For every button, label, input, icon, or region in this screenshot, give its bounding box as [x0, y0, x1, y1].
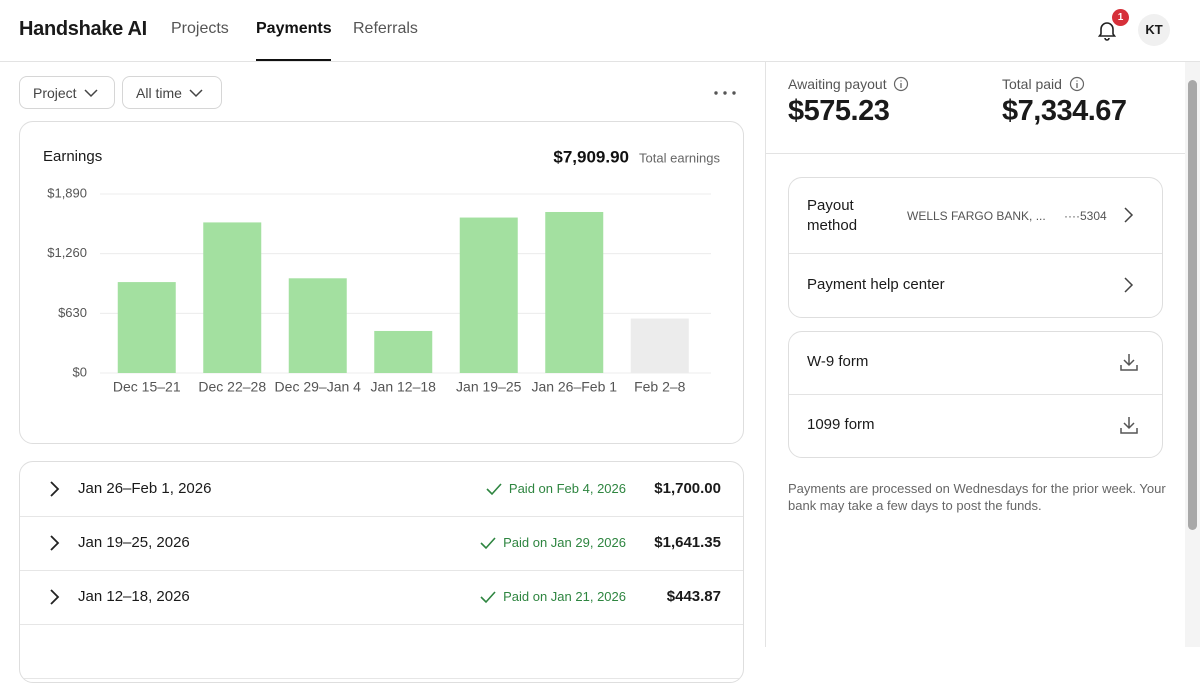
- payment-period: Jan 26–Feb 1, 2026: [78, 480, 212, 497]
- chevron-down: [189, 88, 203, 97]
- bar: [288, 278, 347, 373]
- nav-tab[interactable]: Projects: [171, 20, 229, 37]
- nav-tab[interactable]: Referrals: [353, 20, 418, 37]
- page: Handshake AI Projects Payments Referrals…: [0, 9, 1200, 683]
- filter-label: All time: [136, 84, 182, 101]
- payment-status: Paid on Jan 21, 2026: [479, 589, 626, 604]
- filter-button[interactable]: Project: [19, 76, 115, 109]
- account-number: ····5304: [1064, 209, 1107, 223]
- bell-icon[interactable]: [1095, 18, 1119, 42]
- bar: [630, 318, 689, 373]
- filter-button[interactable]: All time: [122, 76, 222, 109]
- scroll-thumb[interactable]: [1188, 80, 1197, 530]
- y-tick-label: $630: [58, 305, 87, 320]
- payout-card: Payout method WELLS FARGO BANK, ... ····…: [788, 177, 1163, 318]
- payment-row[interactable]: Jan 26–Feb 1, 2026 Paid on Feb 4, 2026 $1,…: [20, 462, 743, 517]
- payment-note: Payments are processed on Wednesdays for…: [788, 481, 1166, 513]
- payments-list: Jan 26–Feb 1, 2026 Paid on Feb 4, 2026 $1,…: [19, 461, 744, 683]
- info-icon[interactable]: [893, 76, 909, 92]
- chart-card: Earnings $7,909.90 Total earnings $0 $630…: [19, 121, 744, 444]
- notification-badge: 1: [1112, 9, 1129, 26]
- chevron-right[interactable]: [1122, 206, 1134, 224]
- y-tick-label: $0: [73, 364, 87, 379]
- brand[interactable]: Handshake AI: [19, 18, 147, 40]
- y-tick-label: $1,260: [47, 245, 87, 260]
- bar: [459, 217, 518, 373]
- help-link[interactable]: Payment help center: [807, 276, 945, 293]
- bar: [203, 222, 262, 373]
- payout-label: Payout method: [807, 197, 858, 234]
- payment-status: Paid on Feb 4, 2026: [485, 481, 626, 496]
- expand-chevron: [48, 480, 60, 503]
- bank-name: WELLS FARGO BANK, ...: [907, 209, 1046, 223]
- payment-period: Jan 19–25, 2026: [78, 534, 190, 551]
- divider: [766, 153, 1185, 154]
- chart-total-label: Total earnings: [639, 150, 720, 165]
- form-link[interactable]: 1099 form: [807, 416, 875, 433]
- bar: [545, 211, 604, 373]
- nav-tab-active[interactable]: Payments: [256, 20, 332, 37]
- column-divider: [765, 62, 766, 647]
- filter-label: Project: [33, 84, 77, 101]
- x-tick-label: Dec 29–Jan 4: [275, 379, 362, 395]
- payment-amount: $443.87: [666, 588, 721, 605]
- x-tick-label: Dec 15–21: [113, 379, 181, 395]
- more-menu[interactable]: [713, 88, 737, 98]
- chart: Earnings $7,909.90 Total earnings $0 $630…: [43, 147, 720, 395]
- summary-value: $7,334.67: [1002, 95, 1127, 127]
- status-text: Paid on Jan 21, 2026: [503, 589, 626, 604]
- payment-row[interactable]: Jan 12–18, 2026 Paid on Jan 21, 2026 $443.…: [20, 570, 743, 625]
- payment-row: [20, 624, 743, 679]
- summary-label: Awaiting payout: [788, 76, 887, 92]
- bar: [374, 330, 433, 373]
- expand-chevron: [48, 534, 60, 557]
- x-tick-label: Feb 2–8: [634, 379, 686, 395]
- download-icon[interactable]: [1119, 352, 1139, 372]
- divider: [789, 394, 1162, 395]
- summary-value: $575.23: [788, 95, 890, 127]
- expand-chevron: [48, 588, 60, 611]
- chart-total: $7,909.90: [553, 147, 629, 166]
- payment-status: Paid on Jan 29, 2026: [479, 535, 626, 550]
- info-icon[interactable]: [1069, 76, 1085, 92]
- payment-period: Jan 12–18, 2026: [78, 588, 190, 605]
- tab-underline: [256, 59, 331, 61]
- avatar[interactable]: KT: [1138, 14, 1170, 46]
- header-border: [0, 61, 1200, 62]
- payment-amount: $1,700.00: [654, 480, 721, 497]
- payment-row[interactable]: Jan 19–25, 2026 Paid on Jan 29, 2026 $1,64…: [20, 516, 743, 571]
- x-tick-label: Jan 19–25: [456, 379, 522, 395]
- chevron-down: [84, 88, 98, 97]
- payment-amount: $1,641.35: [654, 534, 721, 551]
- x-tick-label: Jan 26–Feb 1: [531, 379, 617, 395]
- divider: [789, 253, 1162, 254]
- x-tick-label: Dec 22–28: [198, 379, 266, 395]
- chevron-right[interactable]: [1122, 276, 1134, 294]
- status-text: Paid on Feb 4, 2026: [508, 481, 626, 496]
- download-icon[interactable]: [1119, 415, 1139, 435]
- summary-label: Total paid: [1002, 76, 1062, 92]
- bar: [117, 282, 176, 373]
- form-link[interactable]: W-9 form: [807, 353, 869, 370]
- y-tick-label: $1,890: [47, 185, 87, 200]
- x-tick-label: Jan 12–18: [371, 379, 437, 395]
- forms-card: W-9 form 1099 form: [788, 331, 1163, 458]
- chart-title: Earnings: [43, 148, 102, 165]
- status-text: Paid on Jan 29, 2026: [503, 535, 626, 550]
